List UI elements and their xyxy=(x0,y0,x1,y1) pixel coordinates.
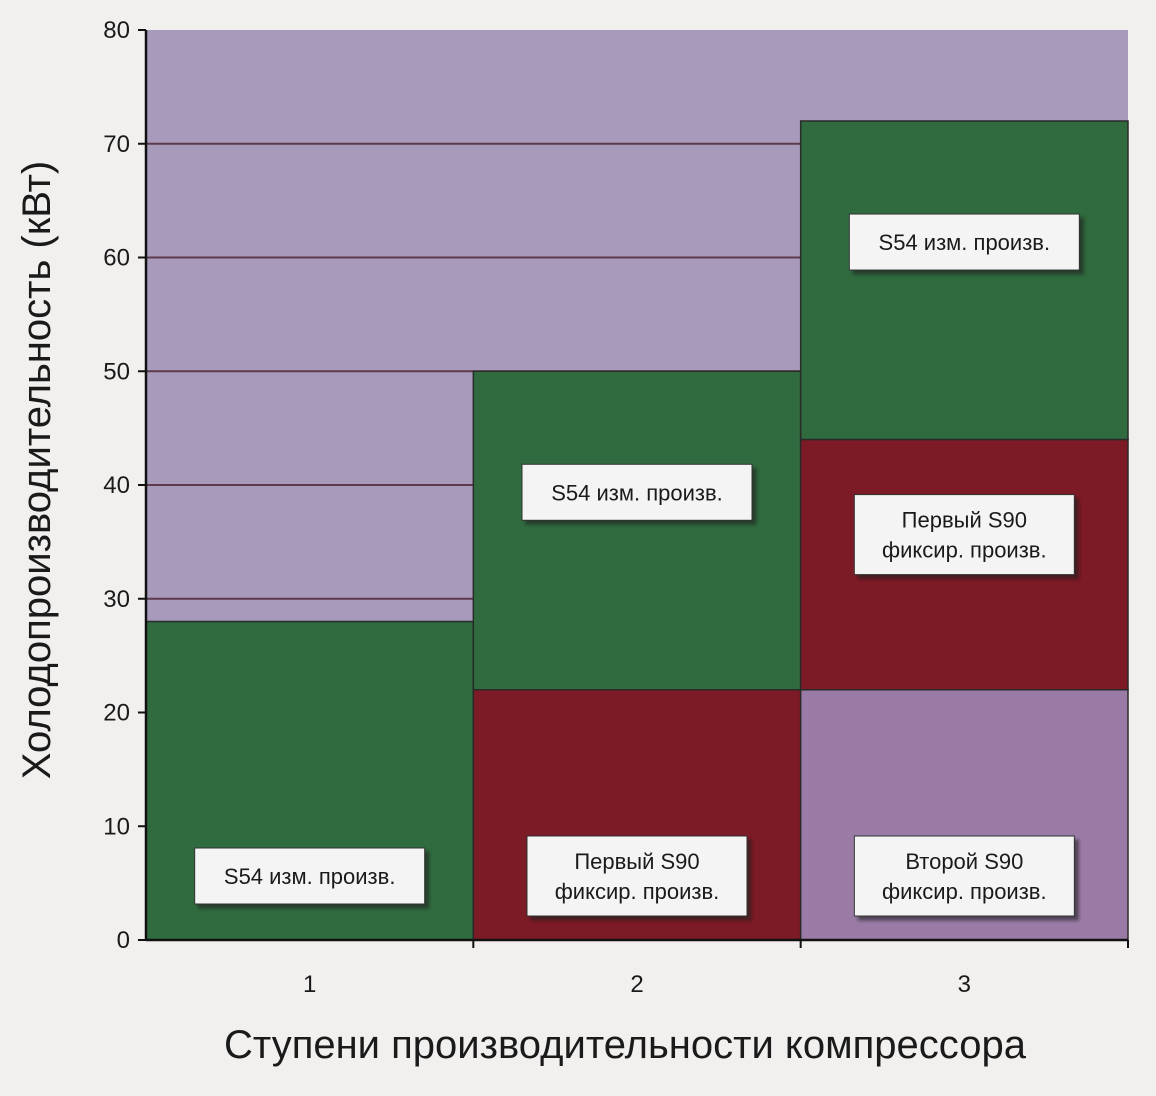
segment-label-3-1: Второй S90 фиксир. произв. xyxy=(853,835,1075,917)
label-text: фиксир. произв. xyxy=(555,879,720,904)
y-tick-label-80: 80 xyxy=(103,17,130,44)
segment-label-3-3: S54 изм. произв. xyxy=(848,213,1080,271)
label-text: фиксир. произв. xyxy=(882,538,1047,563)
x-tick-label-3: 3 xyxy=(958,971,971,998)
label-text: S54 изм. произв. xyxy=(879,230,1051,255)
y-tick-label-40: 40 xyxy=(103,472,130,499)
segment-label-2-2: S54 изм. произв. xyxy=(521,463,753,521)
label-text: S54 изм. произв. xyxy=(551,480,723,505)
label-box xyxy=(194,847,426,905)
label-text: S54 изм. произв. xyxy=(224,864,396,889)
y-tick-label-50: 50 xyxy=(103,358,130,385)
segment-label-2-1: Первый S90 фиксир. произв. xyxy=(526,835,748,917)
y-tick-label-10: 10 xyxy=(103,813,130,840)
label-box xyxy=(521,463,753,521)
y-tick-label-0: 0 xyxy=(117,927,130,954)
y-axis-label: Холодопроизводительность (кВт) xyxy=(15,161,59,779)
label-box xyxy=(526,835,748,917)
segment-labels: S54 изм. произв. Первый S90 фиксир. произв… xyxy=(194,213,1080,917)
bar-segment-3-3 xyxy=(799,120,1129,441)
segment-label-1-1: S54 изм. произв. xyxy=(194,847,426,905)
label-text: Первый S90 xyxy=(574,849,699,874)
label-text: фиксир. произв. xyxy=(882,879,1047,904)
label-text: Второй S90 xyxy=(905,849,1023,874)
y-tick-label-30: 30 xyxy=(103,586,130,613)
x-axis-label: Ступени производительности компрессора xyxy=(224,1023,1027,1067)
axes: 0 10 20 30 40 50 60 70 80 1 2 3 xyxy=(103,17,1129,998)
x-tick-label-2: 2 xyxy=(630,971,643,998)
label-box xyxy=(853,494,1075,576)
bar-segment-2-2 xyxy=(472,370,802,691)
y-tick-label-60: 60 xyxy=(103,245,130,272)
segment-label-3-2: Первый S90 фиксир. произв. xyxy=(853,494,1075,576)
label-text: Первый S90 xyxy=(902,508,1027,533)
label-box xyxy=(853,835,1075,917)
label-box xyxy=(848,213,1080,271)
y-tick-label-20: 20 xyxy=(103,700,130,727)
y-tick-label-70: 70 xyxy=(103,131,130,158)
x-tick-label-1: 1 xyxy=(303,971,316,998)
